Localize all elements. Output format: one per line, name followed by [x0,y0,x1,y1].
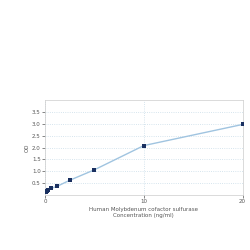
Point [46,188,50,192]
Point [92,168,96,172]
Point [44,190,48,194]
Y-axis label: OD: OD [24,143,29,152]
Point [43,190,47,194]
Point [240,122,244,126]
Point [55,184,59,188]
X-axis label: Human Molybdenum cofactor sulfurase
Concentration (ng/ml): Human Molybdenum cofactor sulfurase Conc… [89,207,198,218]
Point [49,186,53,190]
Point [68,178,72,182]
Point [44,189,48,193]
Point [142,144,146,148]
